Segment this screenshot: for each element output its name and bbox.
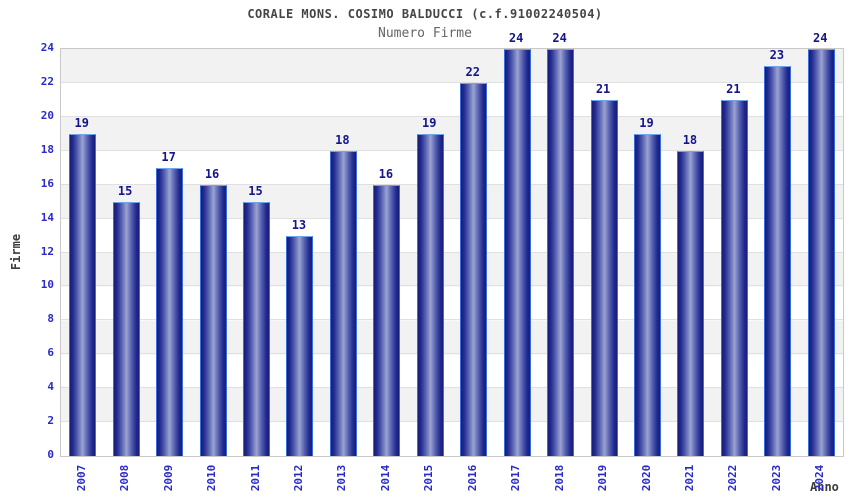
bar: [199, 184, 227, 456]
bar: [764, 65, 792, 456]
bar: [112, 201, 140, 456]
bar-value-label: 21: [595, 81, 611, 96]
x-tick-label: 2021: [682, 464, 696, 492]
bar: [677, 150, 705, 456]
chart-subtitle: Numero Firme: [378, 26, 472, 41]
bar-value-label: 18: [682, 132, 698, 147]
bar-value-label: 24: [552, 31, 567, 45]
x-axis-title: Anno: [810, 480, 839, 494]
y-tick-label: 0: [47, 448, 54, 461]
y-tick-label: 16: [40, 176, 54, 190]
x-tick-label: 2020: [639, 464, 653, 492]
x-tick-label: 2010: [205, 464, 219, 492]
bar-value-label: 21: [726, 81, 741, 96]
bar: [156, 167, 184, 456]
bar-value-label: 19: [74, 115, 89, 130]
bar-value-label: 18: [335, 132, 350, 147]
x-tick-label: 2008: [118, 464, 132, 492]
y-tick-label: 4: [47, 380, 54, 394]
y-tick-label: 18: [40, 142, 54, 156]
bar: [590, 99, 618, 456]
plot-area: [60, 48, 844, 457]
bar: [243, 201, 270, 456]
bar: [503, 49, 531, 456]
bar-value-label: 16: [378, 166, 394, 181]
bar: [547, 49, 575, 456]
bar: [69, 133, 97, 456]
x-tick-label: 2019: [596, 464, 610, 492]
bar: [373, 184, 401, 456]
x-tick-label: 2023: [769, 464, 783, 492]
x-tick-label: 2017: [509, 464, 523, 492]
gridline: [61, 183, 843, 185]
x-tick-label: 2024: [813, 464, 827, 492]
gridline: [61, 319, 843, 321]
y-tick-label: 12: [40, 244, 54, 258]
bar-value-label: 23: [769, 47, 785, 62]
y-tick-label: 22: [40, 74, 54, 88]
x-tick-label: 2009: [161, 464, 175, 492]
x-tick-label: 2015: [422, 464, 436, 492]
bar: [329, 150, 357, 456]
gridline: [61, 115, 843, 117]
bar-value-label: 15: [117, 183, 133, 198]
x-tick-label: 2011: [248, 464, 262, 492]
gridline: [61, 285, 843, 287]
bar-value-label: 17: [161, 149, 176, 164]
bar-value-label: 24: [508, 31, 524, 45]
bar: [416, 133, 444, 456]
bar: [286, 235, 314, 456]
y-tick-label: 8: [47, 312, 54, 326]
gridline: [61, 421, 843, 423]
bar-value-label: 24: [813, 31, 828, 45]
y-tick-label: 10: [40, 278, 54, 292]
bar: [460, 82, 488, 456]
x-tick-label: 2018: [552, 464, 566, 492]
y-tick-label: 6: [47, 346, 54, 360]
y-tick-label: 2: [47, 414, 54, 428]
bar: [807, 49, 835, 456]
bar: [720, 99, 748, 456]
x-tick-label: 2007: [74, 464, 88, 492]
bar-value-label: 19: [422, 115, 437, 130]
bar: [634, 133, 661, 456]
x-tick-label: 2022: [726, 464, 740, 492]
bar-value-label: 16: [204, 166, 220, 181]
bar-value-label: 13: [291, 217, 307, 232]
chart-title: CORALE MONS. COSIMO BALDUCCI (c.f.910022…: [247, 7, 603, 21]
bar-value-label: 19: [639, 115, 654, 130]
gridline: [61, 149, 843, 151]
gridline: [61, 251, 843, 253]
y-tick-label: 20: [40, 108, 54, 122]
y-tick-label: 14: [40, 210, 54, 224]
y-tick-label: 24: [40, 41, 54, 54]
bar-value-label: 15: [248, 183, 263, 198]
bar-value-label: 22: [465, 64, 480, 79]
gridline: [61, 353, 843, 355]
x-tick-label: 2014: [378, 464, 392, 492]
x-tick-label: 2013: [335, 464, 349, 492]
x-tick-label: 2016: [465, 464, 479, 492]
x-tick-label: 2012: [291, 464, 305, 492]
gridline: [61, 387, 843, 389]
gridline: [61, 81, 843, 83]
gridline: [61, 217, 843, 219]
